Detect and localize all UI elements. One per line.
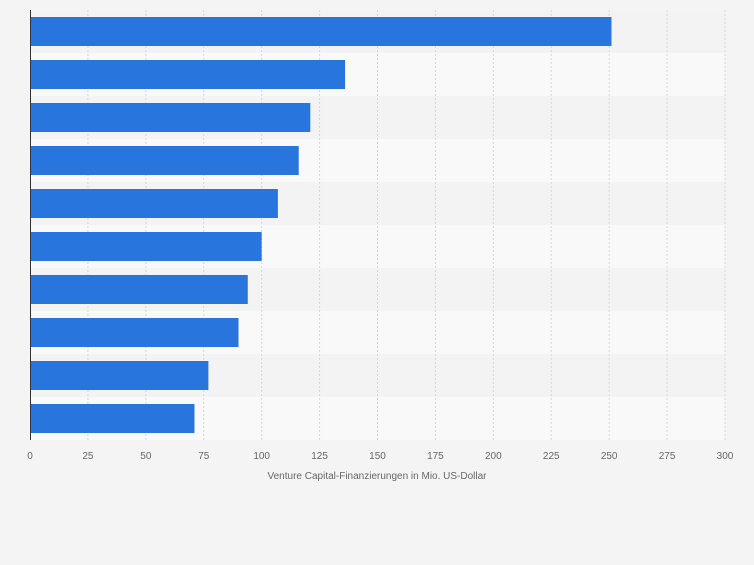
bar bbox=[30, 404, 195, 433]
x-tick-labels: 0 25 50 75 100 125 150 175 200 225 250 275 300 bbox=[27, 451, 734, 462]
x-tick-label: 100 bbox=[253, 451, 270, 462]
x-tick-label: 150 bbox=[369, 451, 386, 462]
bar bbox=[30, 232, 262, 261]
x-tick-label: 75 bbox=[198, 451, 210, 462]
x-tick-label: 200 bbox=[485, 451, 502, 462]
x-tick-label: 225 bbox=[543, 451, 560, 462]
x-tick-label: 175 bbox=[427, 451, 444, 462]
x-tick-label: 25 bbox=[82, 451, 94, 462]
x-tick-label: 275 bbox=[659, 451, 676, 462]
bar bbox=[30, 146, 299, 175]
x-tick-label: 125 bbox=[311, 451, 328, 462]
x-axis-label: Venture Capital-Finanzierungen in Mio. U… bbox=[268, 471, 488, 482]
x-tick-label: 0 bbox=[27, 451, 33, 462]
x-tick-label: 50 bbox=[140, 451, 152, 462]
bar bbox=[30, 103, 311, 132]
bar bbox=[30, 318, 239, 347]
bars bbox=[30, 17, 612, 433]
bar bbox=[30, 17, 612, 46]
bar bbox=[30, 60, 346, 89]
bar bbox=[30, 189, 278, 218]
bar bbox=[30, 275, 248, 304]
bar bbox=[30, 361, 209, 390]
x-tick-label: 300 bbox=[717, 451, 734, 462]
x-tick-label: 250 bbox=[601, 451, 618, 462]
